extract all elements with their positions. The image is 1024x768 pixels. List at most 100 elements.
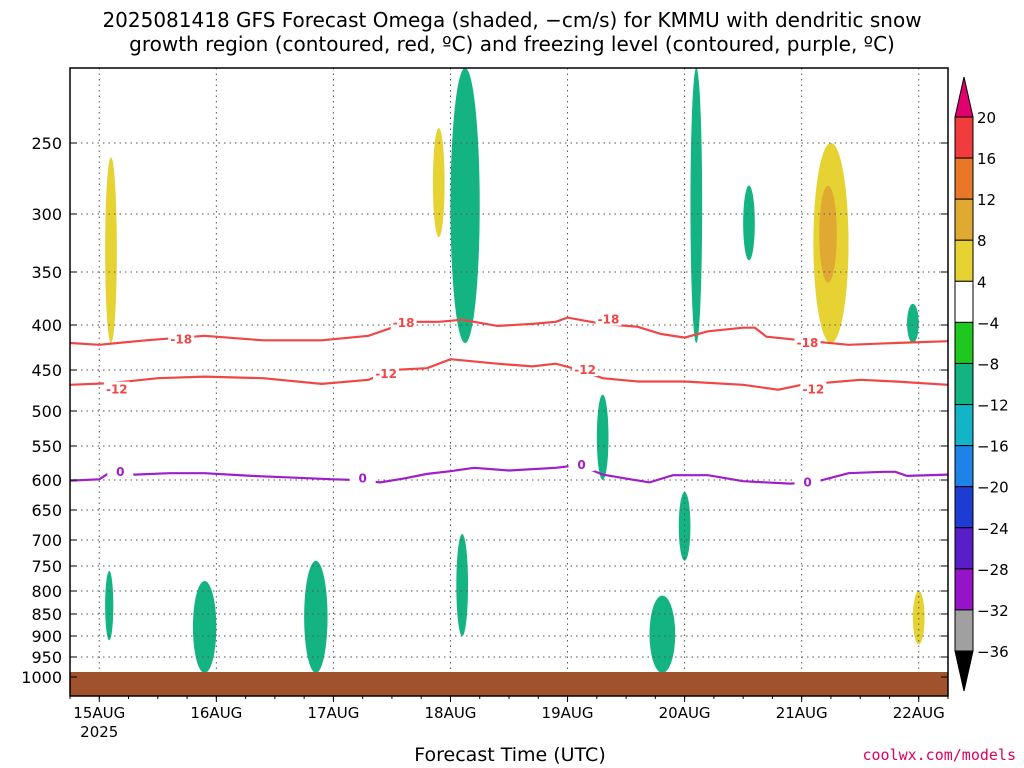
omega-patch <box>157 143 182 379</box>
colorbar-label: −12 <box>977 397 1009 415</box>
x-tick-label: 15AUG <box>73 704 125 722</box>
x-tick-label: 16AUG <box>190 704 242 722</box>
colorbar-swatch <box>954 568 974 611</box>
colorbar-swatch <box>954 280 974 323</box>
omega-patch <box>105 571 114 641</box>
contour-label: -12 <box>375 367 397 381</box>
contour-label-bg <box>373 366 400 381</box>
colorbar-swatch <box>954 609 974 652</box>
colorbar-label: −20 <box>977 479 1009 497</box>
contour-label: 0 <box>116 465 124 479</box>
contour-label: -12 <box>106 383 128 397</box>
colorbar-swatch <box>954 198 974 241</box>
x-axis-title: Forecast Time (UTC) <box>414 744 606 766</box>
colorbar-label: 4 <box>977 273 987 291</box>
omega-patch <box>907 510 931 636</box>
y-tick-label: 350 <box>31 263 62 282</box>
colorbar-bottom-arrow <box>954 650 974 692</box>
contour-lines: -18 -18 -18 -18 -12 -12 -12 -12 0 0 0 0 <box>70 311 948 489</box>
y-tick-label: 650 <box>31 501 62 520</box>
omega-patch <box>655 394 679 504</box>
omega-patch <box>907 303 919 343</box>
y-tick-label: 450 <box>31 361 62 380</box>
contour-label-bg <box>390 314 417 329</box>
omega-patch <box>596 394 609 480</box>
chart-title-line2: growth region (contoured, red, ºC) and f… <box>129 32 895 56</box>
colorbar-label: −28 <box>977 561 1009 579</box>
contour-label-bg <box>107 463 134 478</box>
colorbar-swatch <box>954 527 974 570</box>
x-tick-label: 22AUG <box>893 704 945 722</box>
colorbar: 20 16 12 8 4 −4 −8 −12 −16 −20 −24 −28 −32 −36 <box>954 76 1009 692</box>
colorbar-label: −4 <box>977 314 999 332</box>
omega-patch <box>432 128 445 238</box>
y-tick-label: 250 <box>31 134 62 153</box>
contour-line <box>70 316 948 346</box>
omega-patch <box>743 185 755 261</box>
x-tick-label: 20AUG <box>659 704 711 722</box>
chart-title-line1: 2025081418 GFS Forecast Omega (shaded, −… <box>102 8 922 32</box>
x-tick-sublabel: 2025 <box>80 723 118 741</box>
contour-label: 0 <box>803 475 811 489</box>
contour-label-bg <box>794 474 821 489</box>
y-tick-label: 1000 <box>21 668 62 687</box>
x-tick-label: 19AUG <box>542 704 594 722</box>
colorbar-label: 20 <box>977 109 996 127</box>
y-tick-label: 400 <box>31 316 62 335</box>
y-tick-label: 550 <box>31 437 62 456</box>
colorbar-label: −8 <box>977 355 999 373</box>
y-tick-label: 750 <box>31 557 62 576</box>
y-tick-label: 950 <box>31 648 62 667</box>
colorbar-swatch <box>954 321 974 364</box>
colorbar-label: −32 <box>977 602 1009 620</box>
omega-patch <box>708 68 732 249</box>
omega-patch <box>368 98 404 480</box>
y-tick-label: 850 <box>31 605 62 624</box>
colorbar-swatch <box>954 486 974 529</box>
x-tick-label: 21AUG <box>776 704 828 722</box>
contour-label-bg <box>572 362 599 376</box>
omega-shading <box>75 68 931 674</box>
omega-patch <box>286 98 322 325</box>
y-tick-label: 700 <box>31 531 62 550</box>
contour-label-bg <box>103 381 130 396</box>
contour-label: -12 <box>803 383 825 397</box>
contour-label: -12 <box>574 363 596 377</box>
contour-label-bg <box>568 457 595 472</box>
omega-patch <box>479 68 521 411</box>
colorbar-label: 12 <box>977 191 996 209</box>
colorbar-label: −36 <box>977 643 1009 661</box>
colorbar-swatch <box>954 239 974 282</box>
credit-link[interactable]: coolwx.com/models <box>862 746 1016 764</box>
contour-label-bg <box>595 311 622 326</box>
omega-patch <box>690 68 703 343</box>
colorbar-label: −16 <box>977 438 1009 456</box>
colorbar-label: 16 <box>977 150 996 168</box>
y-tick-label: 800 <box>31 582 62 601</box>
omega-patch <box>678 492 691 561</box>
colorbar-swatch <box>954 116 974 159</box>
omega-patch <box>819 185 837 283</box>
omega-patch <box>456 534 469 636</box>
x-tick-label: 18AUG <box>424 704 476 722</box>
ground-surface <box>70 672 948 696</box>
y-tick-label: 900 <box>31 627 62 646</box>
omega-patch <box>544 68 580 343</box>
x-tick-label: 17AUG <box>307 704 359 722</box>
contour-label: -18 <box>170 332 192 346</box>
contour-label: 0 <box>577 458 585 472</box>
y-tick-label: 300 <box>31 205 62 224</box>
y-tick-label: 500 <box>31 402 62 421</box>
colorbar-swatch <box>954 445 974 488</box>
omega-patch <box>122 113 152 411</box>
contour-label: -18 <box>393 316 415 330</box>
colorbar-label: 8 <box>977 232 987 250</box>
colorbar-label: −24 <box>977 520 1009 538</box>
omega-patch <box>450 68 480 343</box>
omega-patch <box>912 591 925 645</box>
contour-label-bg <box>800 381 827 396</box>
omega-patch <box>304 560 328 674</box>
contour-label-bg <box>349 470 376 485</box>
